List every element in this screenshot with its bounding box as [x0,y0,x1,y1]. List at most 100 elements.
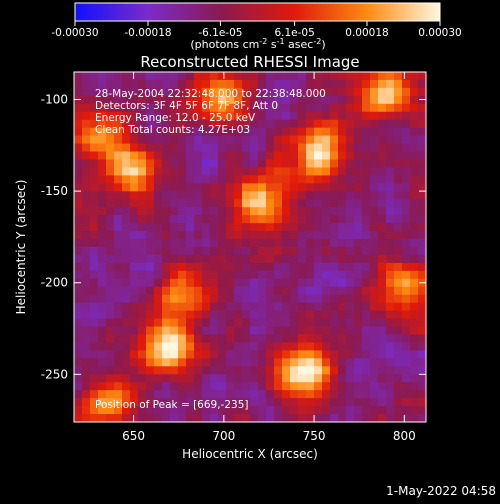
heatmap-cell [170,262,179,272]
heatmap-cell [242,159,251,169]
heatmap-cell [338,111,347,121]
heatmap-cell [298,334,307,344]
heatmap-cell [282,183,291,192]
heatmap-cell [122,167,131,176]
heatmap-cell [346,79,355,89]
heatmap-cell [298,135,307,145]
heatmap-cell [346,326,355,336]
heatmap-cell [298,207,307,216]
heatmap-cell [226,278,235,288]
heatmap-cell [202,207,211,216]
heatmap-cell [218,310,227,320]
heatmap-cell [218,127,227,137]
heatmap-cell [346,95,355,105]
heatmap-cell [146,278,155,288]
heatmap-cell [402,183,411,192]
heatmap-cell [298,358,307,367]
heatmap-cell [330,278,339,288]
heatmap-cell [226,223,235,232]
heatmap-cell [138,334,147,344]
heatmap-cell [298,72,307,81]
heatmap-cell [410,294,419,304]
heatmap-cell [106,358,115,367]
heatmap-cell [410,95,419,105]
heatmap-cell [202,239,211,248]
heatmap-cell [362,199,371,208]
heatmap-cell [250,294,259,304]
heatmap-cell [402,87,411,97]
heatmap-cell [322,167,331,176]
heatmap-cell [346,270,355,280]
heatmap-cell [346,302,355,312]
heatmap-cell [138,175,147,184]
heatmap-cell [266,215,275,224]
heatmap-cell [162,223,171,232]
heatmap-cell [290,119,299,129]
heatmap-cell [234,350,243,359]
heatmap-cell [234,374,243,383]
heatmap-cell [242,358,251,367]
heatmap-cell [90,382,99,391]
heatmap-cell [106,231,115,240]
heatmap-cell [418,358,426,367]
heatmap-cell [378,239,387,248]
heatmap-cell [138,95,147,105]
heatmap-cell [114,414,123,422]
heatmap-cell [90,310,99,320]
heatmap-cell [186,183,195,192]
heatmap-cell [386,95,395,105]
heatmap-cell [162,366,171,375]
heatmap-cell [306,135,315,145]
heatmap-cell [114,374,123,383]
heatmap-cell [274,286,283,296]
heatmap-cell [130,366,139,375]
heatmap-cell [314,350,323,359]
heatmap-cell [74,406,83,415]
heatmap-cell [234,95,243,105]
heatmap-cell [114,382,123,391]
heatmap-cell [378,382,387,391]
heatmap-cell [410,366,419,375]
heatmap-cell [218,262,227,272]
heatmap-cell [74,262,83,272]
heatmap-cell [258,79,267,89]
heatmap-cell [234,294,243,304]
heatmap-cell [122,79,131,89]
heatmap-cell [322,398,331,407]
heatmap-cell [266,72,275,81]
heatmap-cell [306,286,315,296]
heatmap-cell [322,111,331,121]
heatmap-cell [306,270,315,280]
heatmap-cell [74,239,83,248]
heatmap-cell [338,151,347,161]
heatmap-cell [402,143,411,153]
heatmap-cell [210,318,219,328]
heatmap-cell [74,390,83,399]
heatmap-cell [306,398,315,407]
heatmap-cell [74,72,83,81]
heatmap-cell [202,95,211,105]
heatmap-cell [394,79,403,89]
heatmap-cell [162,79,171,89]
heatmap-cell [410,390,419,399]
heatmap-cell [178,87,187,97]
axis-ticks: 650 700 750 800-100-150-200-250 [41,72,426,443]
heatmap-cell [146,72,155,81]
heatmap-cell [194,223,203,232]
heatmap-cell [290,334,299,344]
heatmap-cell [330,111,339,121]
heatmap-cell [130,278,139,288]
heatmap-cell [106,135,115,145]
heatmap-cell [162,374,171,383]
heatmap-cell [306,406,315,415]
heatmap-cell [170,79,179,89]
heatmap-cell [306,143,315,153]
heatmap-cell [306,239,315,248]
heatmap-cell [210,72,219,81]
heatmap-cell [114,175,123,184]
heatmap-cell [242,135,251,145]
heatmap-cell [266,286,275,296]
heatmap-cell [210,175,219,184]
heatmap-cell [330,247,339,256]
heatmap-cell [298,302,307,312]
